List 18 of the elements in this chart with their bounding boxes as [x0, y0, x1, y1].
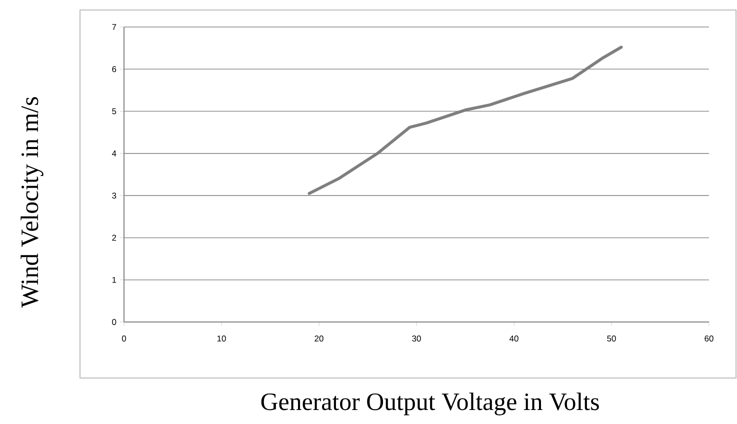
y-tick-label: 0 — [112, 319, 116, 325]
x-tick-label: 40 — [509, 336, 518, 342]
x-axis-title: Generator Output Voltage in Volts — [261, 392, 599, 416]
y-tick-label: 2 — [112, 234, 116, 241]
y-tick-label: 6 — [112, 66, 116, 72]
y-tick-label: 3 — [112, 192, 116, 199]
y-tick-label: 1 — [112, 276, 116, 283]
line-series — [308, 46, 623, 195]
x-tick-label: 60 — [704, 336, 714, 342]
y-tick-label: 7 — [112, 24, 116, 30]
x-tick-label: 0 — [122, 336, 126, 342]
x-tick-label: 30 — [412, 336, 421, 342]
y-tick-label: 5 — [112, 108, 116, 114]
x-tick-label: 10 — [217, 336, 226, 342]
y-tick-label: 4 — [112, 150, 116, 156]
x-tick-label: 20 — [314, 336, 324, 342]
x-tick-label: 50 — [607, 336, 616, 342]
y-axis-title: Wind Velocity in m/s — [20, 97, 44, 308]
